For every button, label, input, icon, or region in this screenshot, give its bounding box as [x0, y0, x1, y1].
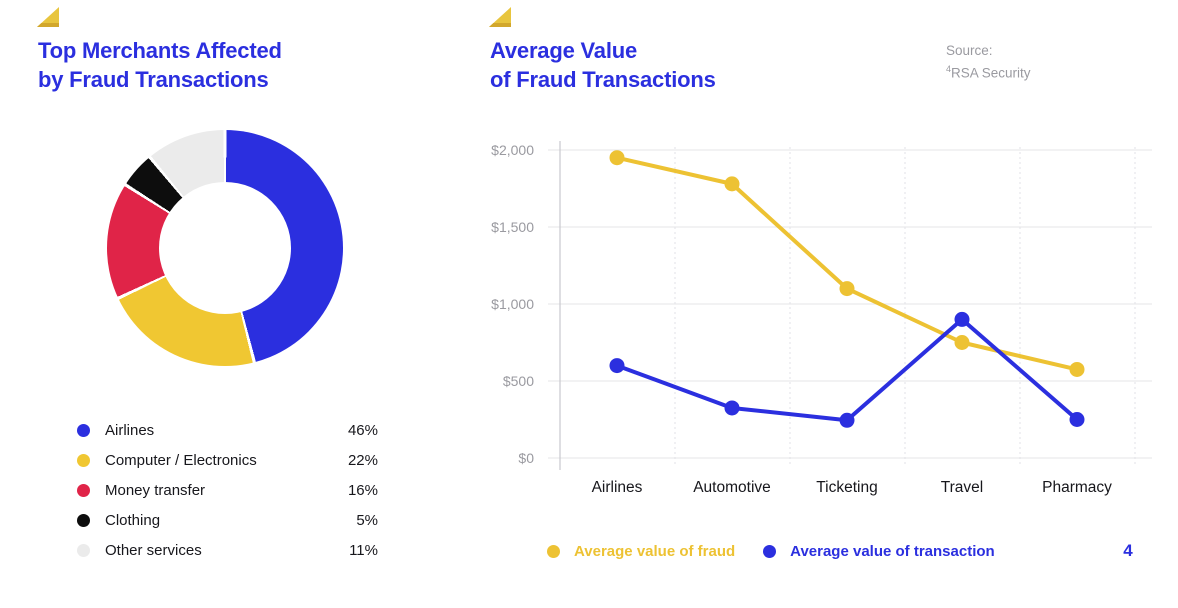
source-reference: 4RSA Security: [946, 60, 1031, 83]
legend-row: Computer / Electronics 22%: [77, 445, 378, 475]
line-legend-dot-icon: [763, 545, 777, 558]
legend-label: Other services: [105, 541, 202, 559]
y-axis-tick-label: $2,000: [491, 142, 534, 158]
line-legend-item: Average value of transaction: [763, 543, 995, 560]
y-axis-tick-label: $0: [518, 450, 534, 466]
y-axis-tick-label: $1,000: [491, 296, 534, 312]
donut-legend: Airlines 46% Computer / Electronics 22% Mone…: [77, 415, 378, 565]
data-point: [839, 412, 855, 428]
donut-chart: [107, 130, 343, 366]
x-axis-category-label: Travel: [940, 479, 984, 496]
line-legend-item: Average value of fraud: [547, 543, 735, 560]
x-axis-category-label: Airlines: [591, 479, 643, 496]
data-point: [839, 281, 855, 297]
legend-label: Clothing: [105, 511, 161, 529]
data-point: [724, 400, 740, 416]
data-point: [1069, 361, 1085, 377]
line-chart-title-line2: of Fraud Transactions: [490, 67, 716, 92]
triangle-logo-icon: [37, 7, 59, 27]
triangle-logo-icon: [489, 7, 511, 27]
line-chart-legend: Average value of fraud Average value of t…: [547, 543, 995, 560]
legend-label: Airlines: [105, 421, 155, 439]
data-point: [724, 176, 740, 192]
legend-row: Clothing 5%: [77, 505, 378, 535]
line-legend-dot-icon: [547, 545, 560, 558]
legend-value: 46%: [347, 421, 378, 439]
donut-chart-title-line1: Top Merchants Affected: [38, 38, 282, 63]
data-point: [954, 311, 970, 327]
line-legend-label: Average value of transaction: [790, 543, 995, 560]
source-note: Source: 4RSA Security: [946, 42, 1031, 83]
x-axis-category-label: Ticketing: [816, 479, 878, 496]
legend-color-dot-icon: [77, 423, 90, 437]
donut-chart-title: Top Merchants Affected by Fraud Transact…: [38, 36, 282, 94]
line-chart-plot-area: [548, 141, 1152, 470]
donut-chart-hole: [159, 182, 291, 314]
page-number: 4: [1123, 541, 1133, 560]
data-point: [609, 150, 625, 166]
source-name: RSA Security: [951, 65, 1031, 81]
legend-color-dot-icon: [77, 543, 90, 557]
line-chart-title: Average Value of Fraud Transactions: [490, 36, 716, 94]
legend-label: Computer / Electronics: [105, 451, 257, 469]
source-label: Source:: [946, 43, 993, 58]
y-axis-tick-label: $1,500: [491, 219, 534, 235]
legend-value: 5%: [356, 511, 378, 529]
legend-value: 16%: [347, 481, 378, 499]
line-legend-label: Average value of fraud: [574, 543, 736, 560]
legend-color-dot-icon: [77, 513, 90, 527]
legend-value: 11%: [349, 541, 378, 559]
x-axis-category-label: Pharmacy: [1042, 479, 1112, 496]
series-line-1: [615, 317, 1079, 423]
legend-color-dot-icon: [77, 483, 90, 497]
legend-label: Money transfer: [105, 481, 206, 499]
data-point: [609, 358, 625, 374]
source-footnote-number: 4: [946, 64, 952, 74]
line-chart-title-line1: Average Value: [490, 38, 638, 63]
legend-row: Money transfer 16%: [77, 475, 378, 505]
data-point: [1069, 412, 1085, 427]
legend-value: 22%: [347, 451, 378, 469]
legend-color-dot-icon: [77, 453, 90, 467]
donut-chart-title-line2: by Fraud Transactions: [38, 67, 269, 92]
y-axis-tick-label: $500: [502, 373, 534, 389]
data-point: [954, 335, 970, 350]
series-line-0: [615, 155, 1079, 372]
legend-row: Airlines 46%: [77, 415, 378, 445]
legend-row: Other services 11%: [77, 535, 378, 565]
x-axis-category-label: Automotive: [693, 479, 771, 496]
